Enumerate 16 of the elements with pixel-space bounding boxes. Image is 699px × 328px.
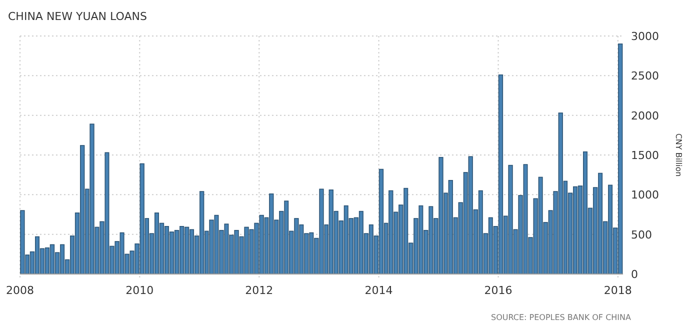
y-tick-label: 1000 xyxy=(631,188,659,202)
chart-title: CHINA NEW YUAN LOANS xyxy=(8,10,147,23)
y-tick-label: 2000 xyxy=(631,109,659,122)
y-tick-label: 2500 xyxy=(631,70,659,83)
x-tick-label: 2018 xyxy=(604,284,632,297)
x-tick-label: 2010 xyxy=(126,284,154,297)
x-tick-label: 2008 xyxy=(6,284,34,297)
y-tick-label: 0 xyxy=(631,268,638,281)
y-tick-label: 3000 xyxy=(631,30,659,43)
y-tick-label: 500 xyxy=(631,228,652,242)
y-tick-label: 1500 xyxy=(631,149,659,162)
y-axis-title: CNY Billion xyxy=(674,133,683,177)
x-tick-label: 2012 xyxy=(245,284,274,297)
source-note: SOURCE: PEOPLES BANK OF CHINA xyxy=(491,313,632,322)
x-tick-label: 2016 xyxy=(484,284,512,297)
x-tick-label: 2014 xyxy=(364,284,393,297)
